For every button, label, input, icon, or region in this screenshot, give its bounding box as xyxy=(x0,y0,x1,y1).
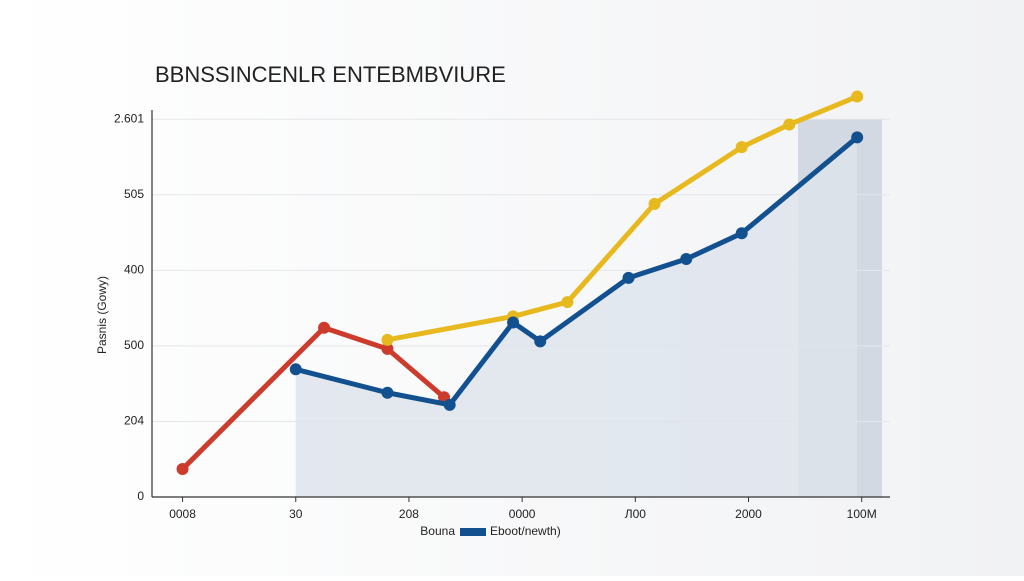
y-tick-label: 500 xyxy=(124,338,144,352)
x-tick-label: Л00 xyxy=(625,507,647,521)
marker xyxy=(783,118,796,131)
line xyxy=(180,325,446,471)
marker xyxy=(381,386,394,399)
marker xyxy=(680,253,693,265)
x-tick-label: 100M xyxy=(847,507,877,521)
marker xyxy=(443,398,456,411)
marker xyxy=(735,227,748,240)
plot xyxy=(176,90,864,497)
y-tick-label: 0 xyxy=(137,489,144,503)
marker xyxy=(176,463,189,476)
legend-swatch xyxy=(460,528,486,536)
marker xyxy=(507,316,520,329)
marker xyxy=(648,197,661,210)
x-tick-label: 2000 xyxy=(735,507,762,521)
y-tick-label: 505 xyxy=(124,187,144,201)
x-tick-label: 0000 xyxy=(509,507,536,521)
marker xyxy=(561,296,574,309)
y-tick-label: 2.601 xyxy=(114,111,144,125)
marker xyxy=(381,342,394,355)
legend-title: Bouna xyxy=(420,524,455,538)
x-tick-label: 0008 xyxy=(169,507,196,521)
x-tick-label: 208 xyxy=(399,507,419,521)
marker xyxy=(851,131,864,144)
marker xyxy=(851,90,864,103)
marker xyxy=(318,321,331,334)
y-tick-label: 400 xyxy=(124,263,144,277)
marker xyxy=(289,363,302,376)
y-axis-label: Pasnis (Gowy) xyxy=(95,276,109,354)
marker xyxy=(622,271,635,284)
marker xyxy=(735,141,748,154)
marker xyxy=(381,333,394,346)
marker xyxy=(534,335,547,348)
x-tick-label: 30 xyxy=(289,507,303,521)
chart-title: BBNSSINCENLR ENTEBMBVIURE xyxy=(155,62,506,87)
y-tick-label: 204 xyxy=(124,414,144,428)
legend-label: Eboot/newth) xyxy=(490,524,561,538)
legend: Eboot/newth) xyxy=(460,524,561,538)
